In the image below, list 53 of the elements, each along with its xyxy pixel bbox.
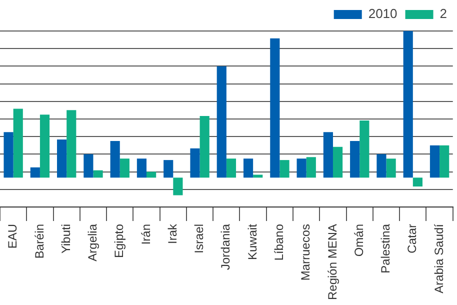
bar <box>110 140 120 178</box>
bar <box>376 154 386 178</box>
x-tick-label: Egipto <box>112 224 126 258</box>
x-tick-label: Omán <box>352 224 366 257</box>
x-tick-label: Jordania <box>218 224 233 270</box>
bar <box>200 116 210 178</box>
bar <box>332 146 343 178</box>
bar <box>57 140 67 178</box>
bar <box>296 158 306 178</box>
bar <box>412 178 422 186</box>
bar <box>66 110 76 178</box>
bar <box>216 66 226 178</box>
x-tick-label: EAU <box>6 224 20 249</box>
x-tick-label: Catar <box>405 224 420 254</box>
bar <box>120 158 130 178</box>
legend-label: 2 <box>440 6 448 22</box>
bar <box>226 158 236 178</box>
x-tick-label: Región MENA <box>325 224 340 300</box>
legend-label: 2010 <box>368 6 398 22</box>
x-tick-label: Kuwait <box>245 223 260 260</box>
bar <box>306 157 316 178</box>
x-tick-label: Arabia Saudí <box>432 223 446 294</box>
bar <box>136 158 147 178</box>
x-tick-label: Líbano <box>272 224 286 261</box>
bar <box>13 108 23 178</box>
bar <box>350 140 360 178</box>
bar <box>93 170 103 178</box>
bar <box>386 158 396 178</box>
x-tick-label: Argelia <box>86 224 100 262</box>
bar <box>323 132 333 178</box>
bar <box>440 145 450 178</box>
bar <box>146 172 156 178</box>
x-tick-label: Palestina <box>378 224 393 274</box>
bar <box>403 31 413 178</box>
bar <box>30 167 40 178</box>
bar <box>243 158 254 178</box>
x-tick-label: Irán <box>138 224 153 245</box>
bar <box>4 132 14 178</box>
x-tick-label: Baréin <box>32 224 46 259</box>
bar <box>40 114 50 178</box>
bar <box>173 178 183 196</box>
x-tick-label: Yibuti <box>58 224 73 254</box>
bar <box>280 160 290 178</box>
bar <box>253 174 263 178</box>
bar <box>84 154 94 178</box>
x-tick-label: Israel <box>192 224 206 254</box>
bar <box>430 145 440 178</box>
x-tick-label: Marruecos <box>298 224 313 281</box>
bar <box>164 160 174 178</box>
bar <box>270 38 280 178</box>
x-tick-label: Irak <box>165 222 180 244</box>
bar <box>360 120 370 178</box>
bar <box>190 148 200 178</box>
